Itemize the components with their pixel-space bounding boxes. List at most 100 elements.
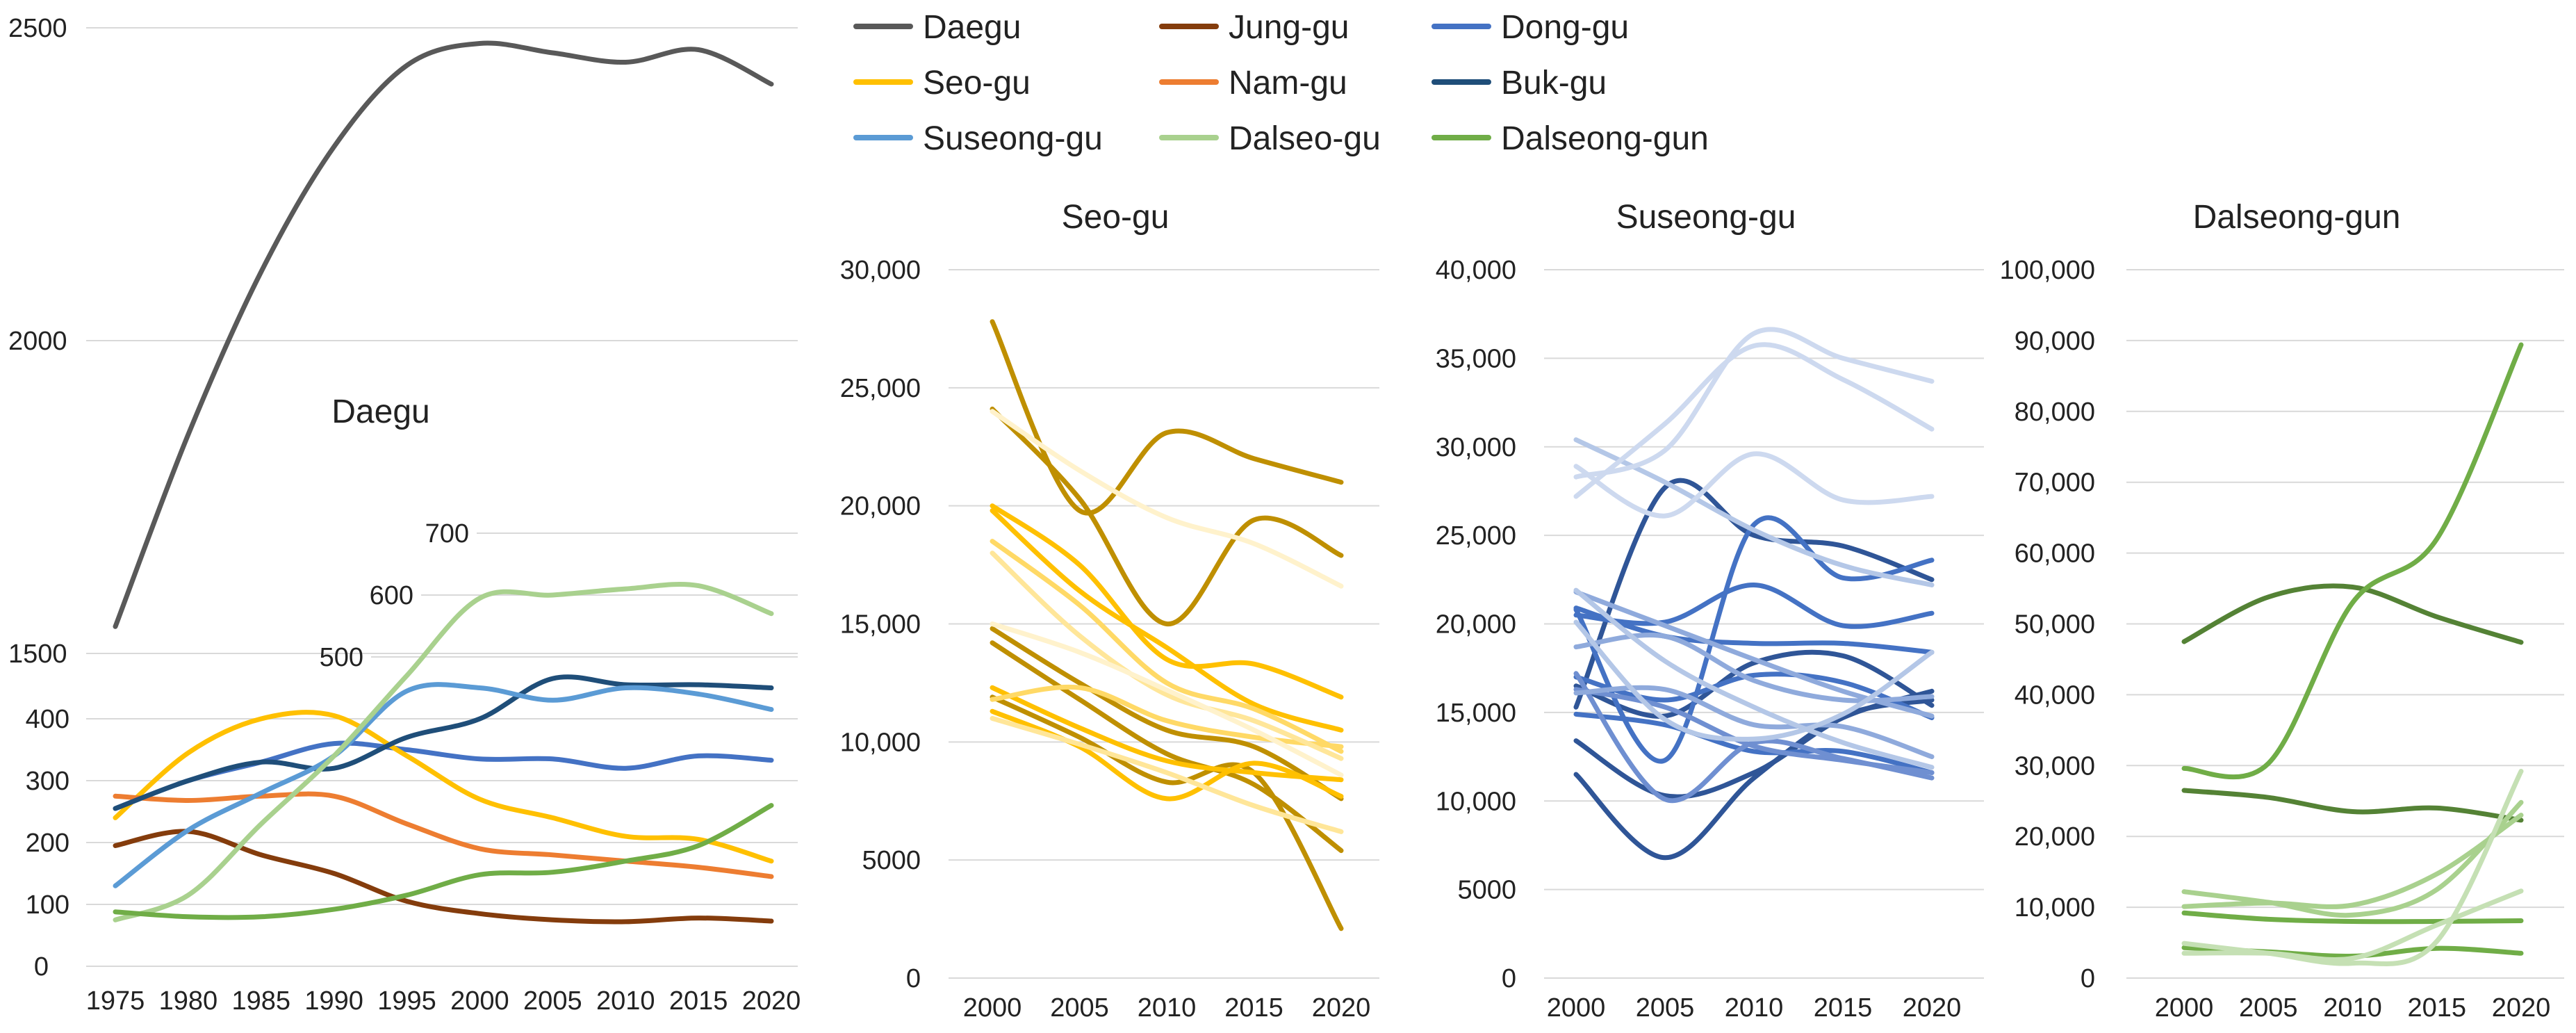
x-tick-label: 2005	[2239, 993, 2298, 1023]
series-line-jung-gu	[113, 829, 774, 925]
series-line-9	[990, 685, 1344, 783]
x-tick-label: 2010	[2323, 993, 2382, 1023]
dalseong-gun-gridlines	[2126, 269, 2564, 979]
x-tick-label: 2005	[523, 986, 582, 1016]
suseong-gu-tick-labels: 0 5000 10,000 15,000 20,000 25,000 30,000 35,00…	[1436, 256, 1962, 1023]
legend: Daegu Jung-gu Dong-gu Seo-gu Nam-gu Buk-gu Sus…	[853, 9, 1709, 157]
suseong-gu-series	[1573, 327, 1935, 861]
series-line-5	[1573, 515, 1935, 764]
y-tick-label: 10,000	[2015, 893, 2095, 922]
y-tick-label: 15,000	[1436, 699, 1516, 728]
y-tick-label: 20,000	[1436, 610, 1516, 640]
y-tick-label-lower: 500	[320, 643, 363, 672]
y-tick-label-lower: 0	[34, 952, 49, 982]
y-tick-label: 30,000	[2015, 751, 2095, 781]
series-line-1	[990, 319, 1344, 516]
x-tick-label: 2020	[742, 986, 801, 1016]
y-tick-label: 50,000	[2015, 610, 2095, 640]
daegu-panel-title: Daegu	[331, 393, 429, 430]
daegu-series	[113, 40, 774, 925]
x-tick-label: 2005	[1050, 993, 1109, 1023]
y-tick-label: 20,000	[840, 492, 921, 521]
y-tick-label: 30,000	[840, 256, 921, 285]
y-tick-label: 40,000	[2015, 681, 2095, 710]
series-line-dalseo-gu	[113, 582, 774, 922]
x-tick-label: 2020	[1312, 993, 1371, 1023]
series-line-buk-gu	[113, 674, 774, 811]
y-tick-label: 10,000	[1436, 787, 1516, 816]
series-line-8	[1573, 711, 1935, 775]
seo-gu-series	[990, 319, 1344, 932]
legend-label-dalseong-gun: Dalseong-gun	[1501, 120, 1709, 157]
y-tick-label: 5000	[862, 846, 921, 875]
suseong-gu-panel: 0 5000 10,000 15,000 20,000 25,000 30,000 35,00…	[1436, 199, 1984, 1023]
y-tick-label-lower: 300	[26, 767, 69, 796]
x-tick-label: 2015	[2407, 993, 2466, 1023]
series-line-17	[1573, 619, 1935, 742]
series-line-14	[990, 409, 1344, 589]
y-tick-label: 40,000	[1436, 256, 1516, 285]
series-line-11	[990, 684, 1344, 749]
x-tick-label: 2000	[2155, 993, 2214, 1023]
x-tick-label: 2000	[450, 986, 509, 1016]
series-line-1	[2181, 583, 2524, 645]
y-tick-label: 80,000	[2015, 398, 2095, 427]
y-tick-label: 10,000	[840, 728, 921, 757]
dalseong-gun-panel-title: Dalseong-gun	[2193, 199, 2401, 236]
x-tick-label: 1975	[86, 986, 145, 1016]
y-tick-label: 70,000	[2015, 469, 2095, 498]
series-line-3	[2181, 342, 2524, 780]
series-line-7	[990, 508, 1344, 733]
series-line-4	[1573, 649, 1935, 719]
dalseong-gun-series	[2181, 342, 2524, 966]
y-tick-label: 90,000	[2015, 327, 2095, 356]
x-tick-label: 2015	[1224, 993, 1283, 1023]
x-tick-label: 2010	[596, 986, 655, 1016]
series-line-5	[990, 694, 1344, 932]
x-tick-label: 2005	[1636, 993, 1695, 1023]
y-tick-label: 15,000	[840, 610, 921, 640]
x-tick-label: 2010	[1725, 993, 1784, 1023]
y-tick-label-upper: 1500	[8, 640, 67, 669]
series-line-20	[1573, 327, 1935, 480]
y-tick-label-upper: 2000	[8, 327, 67, 356]
seo-gu-panel-title: Seo-gu	[1062, 199, 1170, 236]
series-line-9	[2181, 888, 2524, 962]
series-line-10	[990, 539, 1344, 754]
legend-label-buk-gu: Buk-gu	[1501, 65, 1607, 101]
series-line-18	[1573, 451, 1935, 519]
dalseong-gun-panel: 0 10,000 20,000 30,000 40,000 50,000 60,000 70,…	[2000, 199, 2564, 1023]
series-line-3	[990, 626, 1344, 802]
series-line-12	[990, 551, 1344, 761]
y-tick-label: 100,000	[2000, 256, 2095, 285]
y-tick-label: 25,000	[1436, 521, 1516, 551]
series-line-15	[1573, 437, 1935, 587]
y-tick-label: 5000	[1457, 876, 1516, 905]
series-line-15	[990, 621, 1344, 778]
y-tick-label: 60,000	[2015, 539, 2095, 569]
y-tick-label: 25,000	[840, 374, 921, 403]
series-line-14	[1573, 632, 1935, 703]
series-line-13	[990, 715, 1344, 834]
y-tick-label: 0	[2081, 964, 2095, 993]
y-tick-label-lower: 600	[370, 581, 413, 610]
x-tick-label: 1980	[159, 986, 218, 1016]
legend-label-daegu: Daegu	[923, 9, 1021, 46]
series-line-dalseong-gun	[113, 803, 774, 920]
series-line-16	[1573, 587, 1935, 770]
legend-label-seo-gu: Seo-gu	[923, 65, 1031, 101]
series-line-seo-gu	[113, 710, 774, 864]
y-tick-label: 30,000	[1436, 433, 1516, 462]
x-tick-label: 2010	[1138, 993, 1197, 1023]
x-tick-label: 1995	[377, 986, 436, 1016]
y-tick-label-lower: 700	[425, 519, 469, 548]
series-line-2	[990, 406, 1344, 627]
series-line-2	[2181, 788, 2524, 823]
y-tick-label: 0	[1502, 964, 1516, 993]
x-tick-label: 2000	[1547, 993, 1606, 1023]
series-line-11	[1573, 687, 1935, 775]
series-line-4	[2181, 910, 2524, 925]
x-tick-label: 2020	[2492, 993, 2551, 1023]
y-tick-label-lower: 200	[26, 829, 69, 858]
